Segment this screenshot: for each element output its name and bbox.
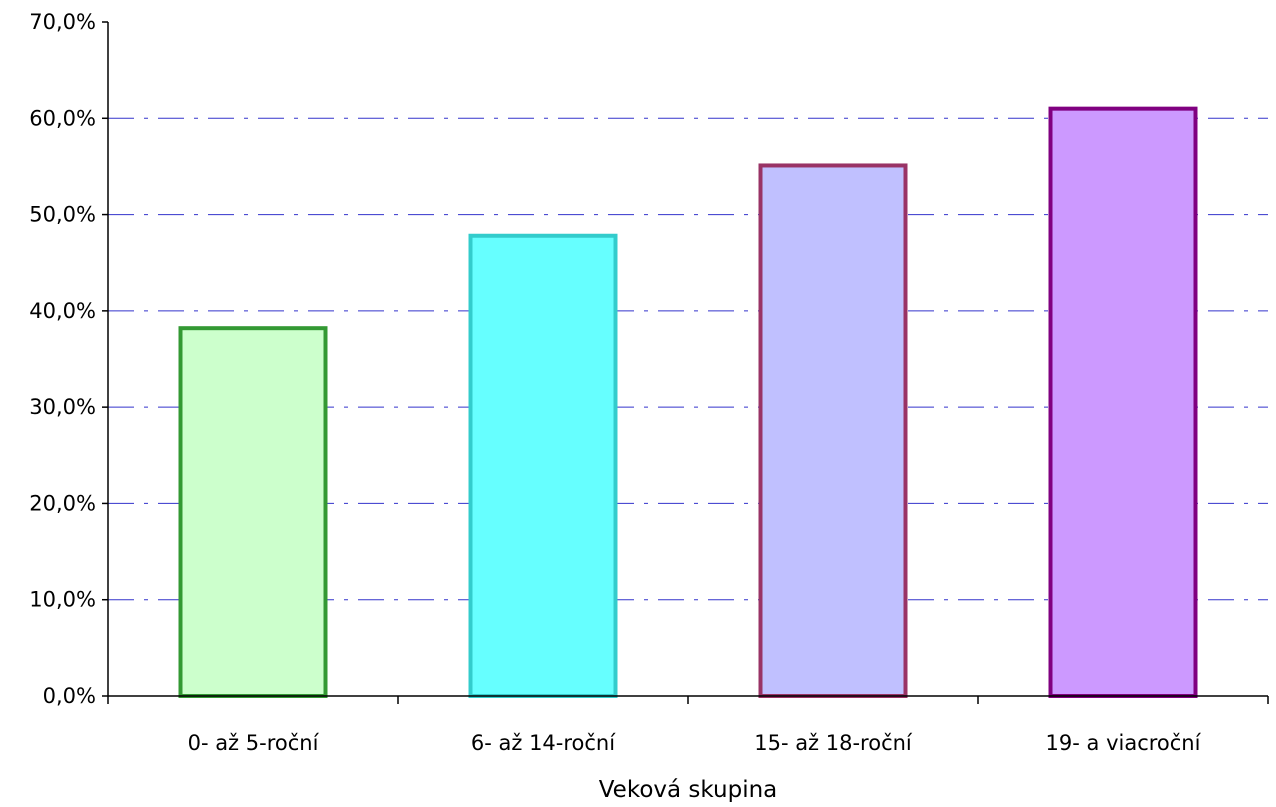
x-tick-label: 0- až 5-roční	[188, 731, 320, 755]
y-tick-label: 0,0%	[43, 684, 96, 708]
y-ticks: 0,0% 10,0% 20,0% 30,0% 40,0% 50,0% 60,0% 70,0%	[29, 10, 108, 708]
y-tick-label: 20,0%	[29, 491, 96, 515]
x-tick-label: 6- až 14-roční	[471, 731, 616, 755]
y-tick-label: 30,0%	[29, 395, 96, 419]
bar	[468, 233, 618, 699]
y-tick-label: 50,0%	[29, 203, 96, 227]
y-tick-label: 60,0%	[29, 106, 96, 130]
x-ticks: 0- až 5-roční 6- až 14-roční 15- až 18-roč…	[107, 696, 1269, 755]
bar	[178, 326, 328, 698]
x-tick-label: 19- a viacroční	[1046, 731, 1202, 755]
x-tick-label: 15- až 18-roční	[754, 731, 913, 755]
y-tick-label: 70,0%	[29, 10, 96, 34]
bar	[1048, 106, 1198, 698]
bars	[178, 106, 1198, 699]
x-axis-title: Veková skupina	[599, 777, 778, 803]
bar	[758, 163, 908, 699]
y-tick-label: 10,0%	[29, 588, 96, 612]
y-tick-label: 40,0%	[29, 299, 96, 323]
